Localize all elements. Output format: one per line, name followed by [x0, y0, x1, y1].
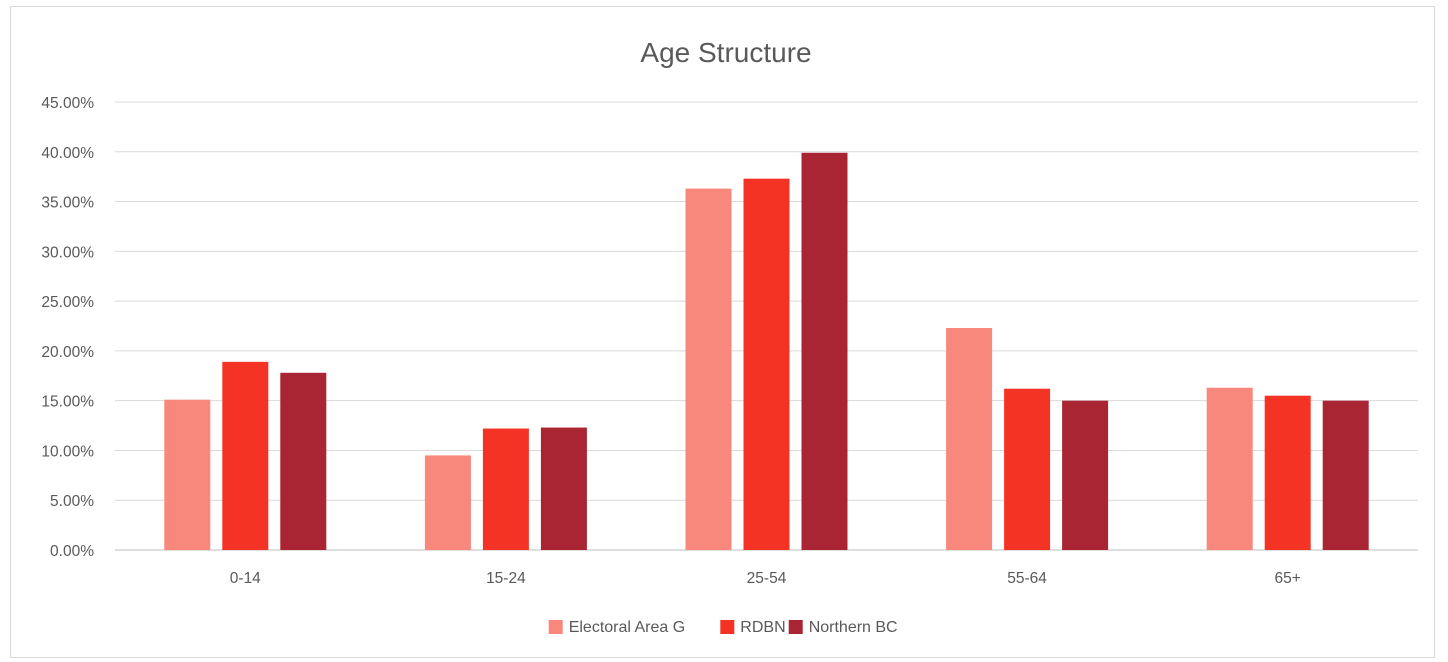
- bar-rdbn-15-24: [482, 428, 529, 550]
- y-tick-label: 5.00%: [50, 493, 94, 510]
- bar-northern-bc-65+: [1322, 400, 1369, 550]
- legend-label: Northern BC: [809, 619, 898, 636]
- bar-northern-bc-25-54: [801, 152, 848, 551]
- bar-electoral-area-g-15-24: [424, 455, 471, 550]
- bar-electoral-area-g-55-64: [946, 327, 993, 550]
- bar-northern-bc-0-14: [280, 372, 327, 550]
- y-axis-tick-labels: 0.00% 5.00% 10.00% 15.00% 20.00% 25.00% 30.00%…: [41, 95, 94, 560]
- y-tick-label: 45.00%: [41, 95, 94, 112]
- bar-northern-bc-15-24: [540, 427, 587, 550]
- bar-electoral-area-g-65+: [1206, 387, 1253, 550]
- x-tick-label: 15-24: [486, 570, 526, 587]
- bar-electoral-area-g-0-14: [164, 399, 211, 550]
- y-tick-label: 35.00%: [41, 195, 94, 212]
- legend-swatch: [548, 620, 563, 634]
- bars: [164, 152, 1369, 551]
- legend: Electoral Area G RDBN Northern BC: [548, 619, 898, 636]
- y-tick-label: 10.00%: [41, 443, 94, 460]
- legend-swatch: [720, 620, 735, 634]
- x-tick-label: 55-64: [1007, 570, 1047, 587]
- gridlines: [115, 101, 1418, 551]
- y-tick-label: 25.00%: [41, 294, 94, 311]
- bar-northern-bc-55-64: [1062, 400, 1109, 550]
- x-axis-tick-labels: 0-14 15-24 25-54 55-64 65+: [230, 570, 1301, 587]
- y-tick-label: 40.00%: [41, 145, 94, 162]
- y-tick-label: 15.00%: [41, 394, 94, 411]
- y-tick-label: 0.00%: [50, 543, 94, 560]
- legend-label: RDBN: [740, 619, 785, 636]
- legend-label: Electoral Area G: [569, 619, 686, 636]
- x-tick-label: 0-14: [230, 570, 261, 587]
- y-tick-label: 30.00%: [41, 244, 94, 261]
- x-tick-label: 65+: [1275, 570, 1301, 587]
- x-tick-label: 25-54: [747, 570, 787, 587]
- legend-swatch: [788, 620, 803, 634]
- bar-electoral-area-g-25-54: [685, 188, 732, 550]
- chart-title: Age Structure: [640, 37, 811, 68]
- bar-rdbn-65+: [1264, 395, 1311, 550]
- bar-rdbn-55-64: [1004, 388, 1051, 550]
- bar-rdbn-0-14: [222, 361, 269, 550]
- y-tick-label: 20.00%: [41, 344, 94, 361]
- bar-rdbn-25-54: [743, 178, 790, 550]
